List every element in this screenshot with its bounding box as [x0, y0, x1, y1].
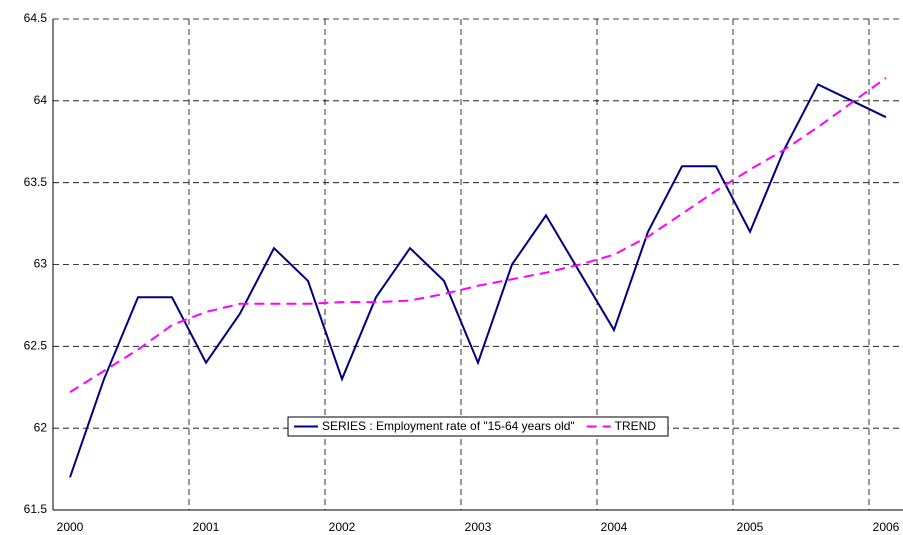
series-line: [69, 77, 887, 394]
x-tick-label: 2001: [193, 520, 220, 534]
x-tick-label: 2003: [465, 520, 492, 534]
legend: SERIES : Employment rate of "15-64 years…: [287, 416, 669, 437]
series-line: [69, 83, 887, 478]
y-tick-label: 64.5: [24, 11, 48, 25]
y-tick-label: 63: [34, 257, 48, 271]
y-tick-label: 63.5: [24, 175, 48, 189]
x-tick-label: 2005: [737, 520, 764, 534]
x-tick-label: 2006: [873, 520, 900, 534]
y-tick-label: 61.5: [24, 502, 48, 516]
legend-label: SERIES : Employment rate of "15-64 years…: [322, 419, 575, 433]
y-tick-label: 64: [34, 93, 48, 107]
x-tick-label: 2004: [601, 520, 628, 534]
x-tick-label: 2002: [329, 520, 356, 534]
y-tick-label: 62.5: [24, 339, 48, 353]
y-tick-label: 62: [34, 420, 48, 434]
legend-box: [287, 416, 669, 437]
x-tick-label: 2000: [57, 520, 84, 534]
legend-label: TREND: [615, 419, 657, 433]
